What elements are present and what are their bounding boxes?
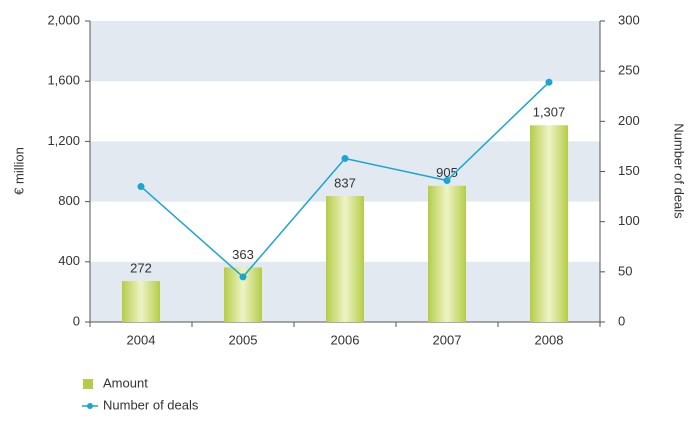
data-label: 1,307 [533, 105, 566, 120]
grid-band [90, 141, 600, 202]
y-tick-label: 400 [58, 253, 80, 268]
legend-marker [87, 403, 93, 409]
y-tick-label: 2,000 [47, 12, 80, 27]
y2-axis-title: Number of deals [672, 123, 687, 219]
x-tick-label: 2005 [229, 332, 258, 347]
grid-band [90, 21, 600, 82]
y-tick-label: 1,600 [47, 73, 80, 88]
y2-tick-label: 50 [618, 263, 632, 278]
y2-tick-label: 100 [618, 213, 640, 228]
line-marker [443, 177, 451, 185]
y-tick-label: 800 [58, 193, 80, 208]
y-axis-title: € million [11, 147, 26, 195]
legend-swatch [83, 379, 93, 389]
bar [428, 185, 466, 322]
y2-tick-label: 200 [618, 113, 640, 128]
bar [530, 125, 568, 322]
data-label: 272 [130, 261, 152, 276]
x-tick-label: 2008 [535, 332, 564, 347]
y-tick-label: 1,200 [47, 133, 80, 148]
line-marker [137, 183, 145, 191]
legend-label: Number of deals [103, 397, 199, 412]
x-tick-label: 2007 [433, 332, 462, 347]
y2-tick-label: 0 [618, 313, 625, 328]
data-label: 837 [334, 175, 356, 190]
data-label: 905 [436, 165, 458, 180]
line-marker [239, 273, 247, 281]
y-tick-label: 0 [73, 313, 80, 328]
data-label: 363 [232, 247, 254, 262]
legend-label: Amount [103, 375, 148, 390]
bar [326, 196, 364, 322]
line-marker [545, 78, 553, 86]
line-marker [341, 154, 349, 162]
bar [122, 281, 160, 322]
x-tick-label: 2004 [127, 332, 156, 347]
y2-tick-label: 250 [618, 63, 640, 78]
x-tick-label: 2006 [331, 332, 360, 347]
y2-tick-label: 150 [618, 163, 640, 178]
y2-tick-label: 300 [618, 12, 640, 27]
